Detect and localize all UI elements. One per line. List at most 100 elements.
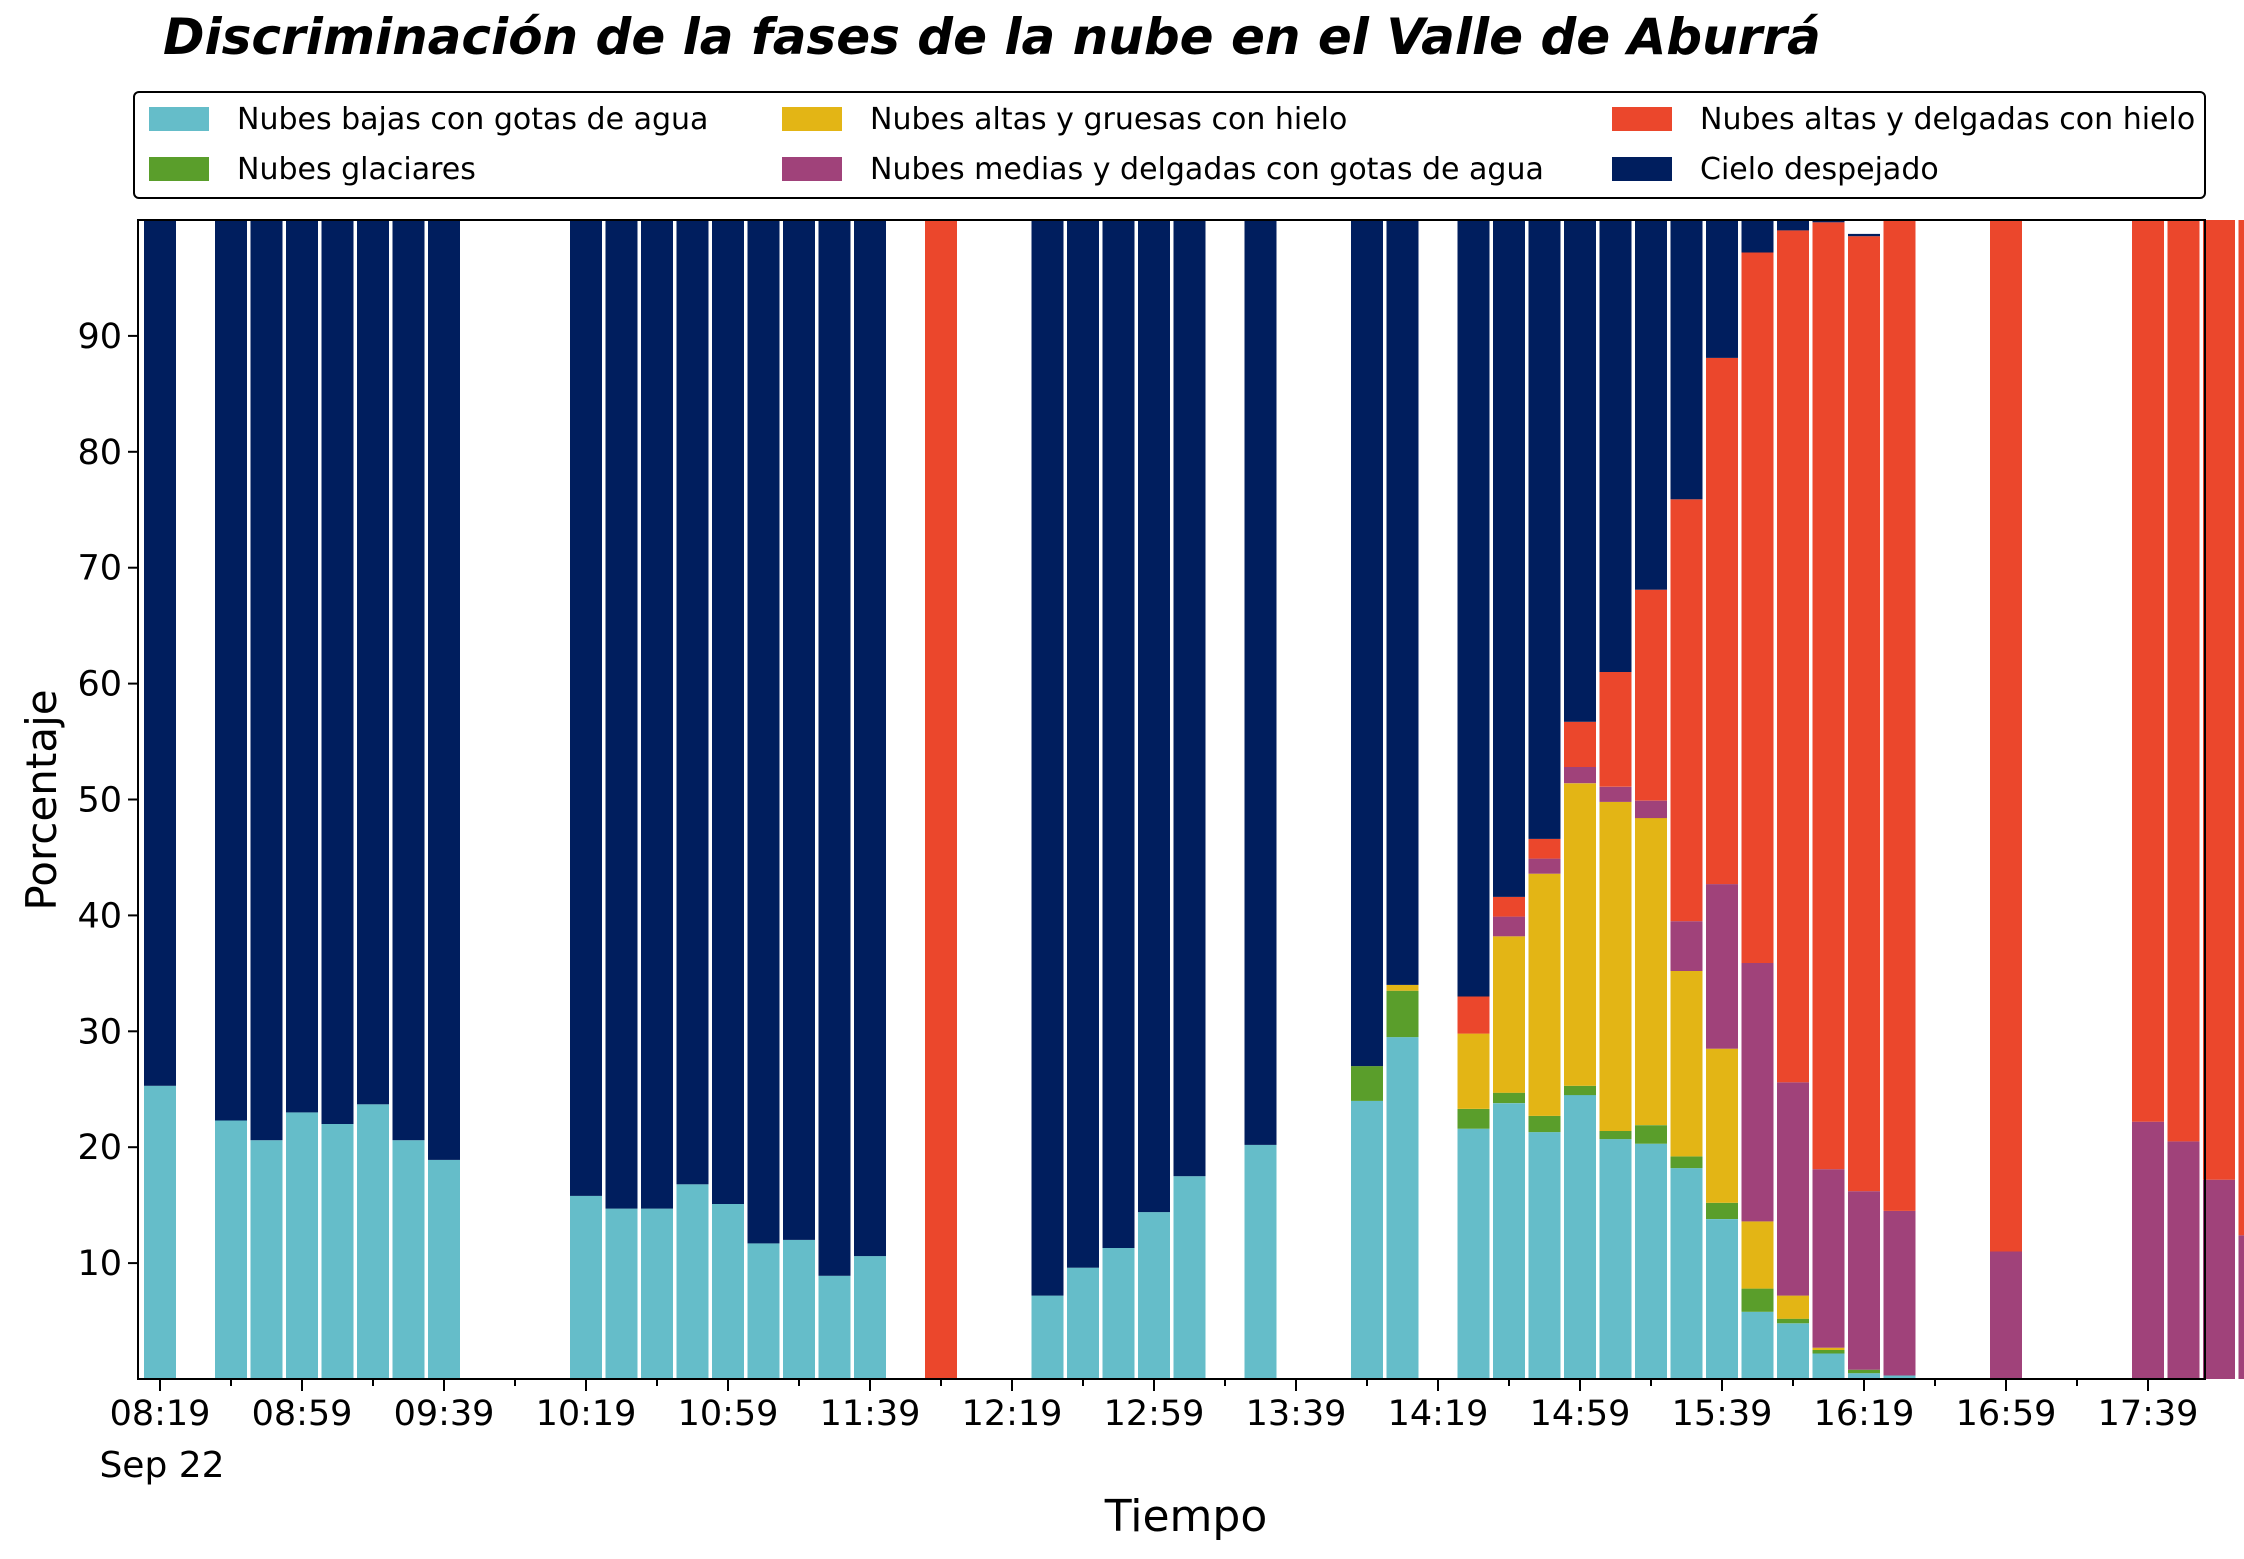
bar-segment-s1-i37 — [1457, 1109, 1490, 1129]
y-tick-label-70: 70 — [77, 549, 122, 589]
bar-segment-s5-i28 — [1138, 220, 1170, 1213]
bar-segment-s5-i47 — [1812, 220, 1845, 223]
bar-segment-s5-i26 — [1067, 220, 1099, 1268]
bar-segment-s5-i17 — [747, 220, 780, 1244]
x-tick-label-14: 17:39 — [2098, 1394, 2199, 1434]
bar-segment-s0-i46 — [1777, 1323, 1809, 1379]
legend-swatch-nubes-glaciares — [149, 157, 209, 181]
bar-segment-s0-i35 — [1386, 1037, 1419, 1379]
bar-segment-s2-i41 — [1599, 801, 1632, 1131]
bar-segment-s3-i48 — [1848, 1191, 1880, 1370]
legend-swatch-cielo-despejado — [1612, 157, 1672, 181]
x-tick-label-3: 10:19 — [536, 1394, 637, 1434]
bar-segment-s0-i39 — [1528, 1132, 1561, 1379]
bar-segment-s0-i0 — [144, 1085, 176, 1379]
legend: Nubes bajas con gotas de agua Nubes glac… — [133, 91, 2206, 199]
legend-item-nubes-bajas: Nubes bajas con gotas de agua — [149, 99, 708, 139]
x-tick-label-12: 16:19 — [1814, 1394, 1915, 1434]
bar-segment-s5-i13 — [605, 220, 638, 1209]
y-tick-label-80: 80 — [77, 433, 122, 473]
legend-swatch-nubes-bajas — [149, 107, 209, 131]
bar-segment-s0-i19 — [818, 1275, 851, 1379]
x-tick-label-8: 13:39 — [1246, 1394, 1347, 1434]
y-tick-label-30: 30 — [77, 1012, 122, 1052]
bar-segment-s4-i52 — [1990, 220, 2022, 1252]
bar-segment-s5-i40 — [1564, 220, 1596, 722]
bar-segment-s1-i40 — [1564, 1085, 1596, 1096]
bar-segment-s3-i58 — [2203, 1179, 2235, 1379]
bar-segment-s5-i43 — [1670, 220, 1703, 500]
bar-segment-s0-i48 — [1848, 1373, 1880, 1379]
bar-segment-s3-i56 — [2132, 1121, 2164, 1379]
x-tick-label-10: 14:59 — [1530, 1394, 1631, 1434]
legend-label-cielo-despejado: Cielo despejado — [1700, 151, 1939, 187]
bar-segment-s5-i18 — [783, 220, 815, 1240]
bar-segment-s0-i37 — [1457, 1128, 1490, 1379]
x-tick-label-4: 10:59 — [678, 1394, 779, 1434]
bar-segment-s5-i44 — [1706, 220, 1738, 358]
bar-segment-s3-i40 — [1564, 767, 1596, 784]
y-axis: 10 20 30 40 50 60 70 80 90 — [77, 317, 138, 1284]
bar-segment-s1-i41 — [1599, 1131, 1632, 1140]
bar-segment-s4-i40 — [1564, 721, 1596, 767]
bar-segment-s4-i37 — [1457, 996, 1490, 1034]
bar-segment-s5-i37 — [1457, 220, 1490, 997]
bar-segment-s2-i43 — [1670, 971, 1703, 1157]
bar-segment-s4-i46 — [1777, 230, 1809, 1083]
bar-segment-s5-i41 — [1599, 220, 1632, 672]
bar-segment-s5-i20 — [854, 220, 886, 1257]
bar-segment-s0-i20 — [854, 1256, 886, 1379]
y-tick-label-20: 20 — [77, 1128, 122, 1168]
chart-title: Discriminación de la fases de la nube en… — [163, 8, 1821, 66]
bar-segment-s1-i38 — [1493, 1092, 1525, 1104]
bars-group — [144, 220, 2244, 1379]
x-tick-label-7: 12:59 — [1104, 1394, 1205, 1434]
bar-segment-s4-i58 — [2203, 220, 2235, 1180]
bar-segment-s5-i5 — [321, 220, 354, 1124]
bar-segment-s3-i41 — [1599, 786, 1632, 802]
bar-segment-s5-i34 — [1351, 220, 1383, 1067]
bar-segment-s2-i38 — [1493, 936, 1525, 1093]
bar-segment-s2-i47 — [1812, 1347, 1845, 1350]
bar-segment-s3-i49 — [1883, 1210, 1916, 1376]
bar-segment-s1-i45 — [1741, 1288, 1774, 1312]
x-axis: 08:19 08:59 09:39 10:19 10:59 11:39 12:19 12:59… — [110, 1379, 2199, 1434]
bar-segment-s0-i3 — [250, 1140, 283, 1379]
bar-segment-s2-i40 — [1564, 783, 1596, 1086]
bar-segment-s0-i12 — [570, 1195, 602, 1379]
bar-segment-s1-i39 — [1528, 1115, 1561, 1133]
bar-segment-s0-i8 — [428, 1159, 460, 1379]
bar-segment-s3-i57 — [2167, 1141, 2200, 1379]
bar-segment-s3-i59 — [2238, 1235, 2244, 1379]
x-tick-label-0: 08:19 — [110, 1394, 211, 1434]
legend-item-nubes-altas-delgadas: Nubes altas y delgadas con hielo — [1612, 99, 2195, 139]
bar-segment-s0-i43 — [1670, 1168, 1703, 1379]
bar-segment-s3-i52 — [1990, 1251, 2022, 1379]
bar-segment-s0-i27 — [1102, 1248, 1135, 1379]
bar-segment-s4-i57 — [2167, 220, 2200, 1142]
bar-segment-s0-i2 — [215, 1120, 247, 1379]
y-tick-label-50: 50 — [77, 781, 122, 821]
bar-segment-s5-i12 — [570, 220, 602, 1196]
bar-segment-s4-i41 — [1599, 672, 1632, 787]
x-tick-label-1: 08:59 — [252, 1394, 353, 1434]
bar-segment-s4-i48 — [1848, 236, 1880, 1192]
bar-segment-s0-i16 — [712, 1204, 744, 1379]
bar-segment-s5-i25 — [1031, 220, 1064, 1296]
bar-segment-s5-i31 — [1244, 220, 1277, 1145]
bar-segment-s0-i17 — [747, 1243, 780, 1379]
x-tick-label-5: 11:39 — [820, 1394, 921, 1434]
y-tick-label-10: 10 — [77, 1244, 122, 1284]
legend-item-nubes-glaciares: Nubes glaciares — [149, 149, 476, 189]
x-tick-label-2: 09:39 — [394, 1394, 495, 1434]
bar-segment-s1-i35 — [1386, 990, 1419, 1038]
bar-segment-s0-i13 — [605, 1208, 638, 1379]
bar-segment-s0-i41 — [1599, 1139, 1632, 1379]
bar-segment-s5-i8 — [428, 220, 460, 1160]
bar-segment-s3-i45 — [1741, 962, 1774, 1222]
bar-segment-s0-i25 — [1031, 1295, 1064, 1379]
bar-segment-s0-i29 — [1173, 1176, 1206, 1379]
bar-segment-s5-i39 — [1528, 220, 1561, 839]
